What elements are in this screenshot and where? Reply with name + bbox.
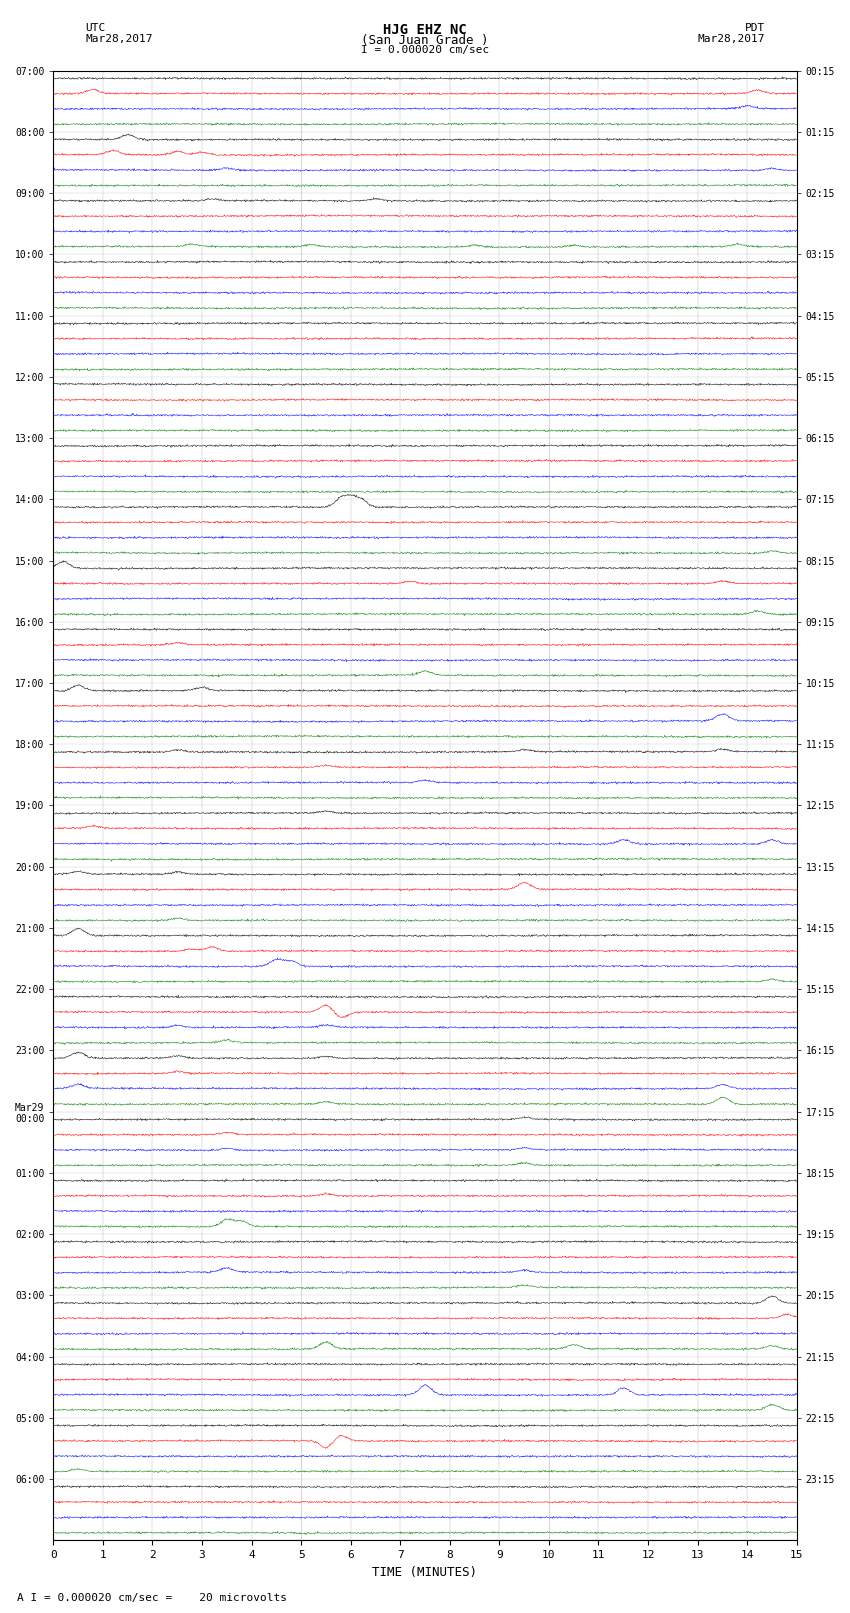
X-axis label: TIME (MINUTES): TIME (MINUTES): [372, 1566, 478, 1579]
Text: UTC: UTC: [85, 23, 105, 32]
Text: PDT: PDT: [745, 23, 765, 32]
Text: Mar28,2017: Mar28,2017: [698, 34, 765, 44]
Text: I = 0.000020 cm/sec: I = 0.000020 cm/sec: [361, 45, 489, 55]
Text: (San Juan Grade ): (San Juan Grade ): [361, 34, 489, 47]
Text: A I = 0.000020 cm/sec =    20 microvolts: A I = 0.000020 cm/sec = 20 microvolts: [17, 1594, 287, 1603]
Text: HJG EHZ NC: HJG EHZ NC: [383, 23, 467, 37]
Text: Mar28,2017: Mar28,2017: [85, 34, 152, 44]
